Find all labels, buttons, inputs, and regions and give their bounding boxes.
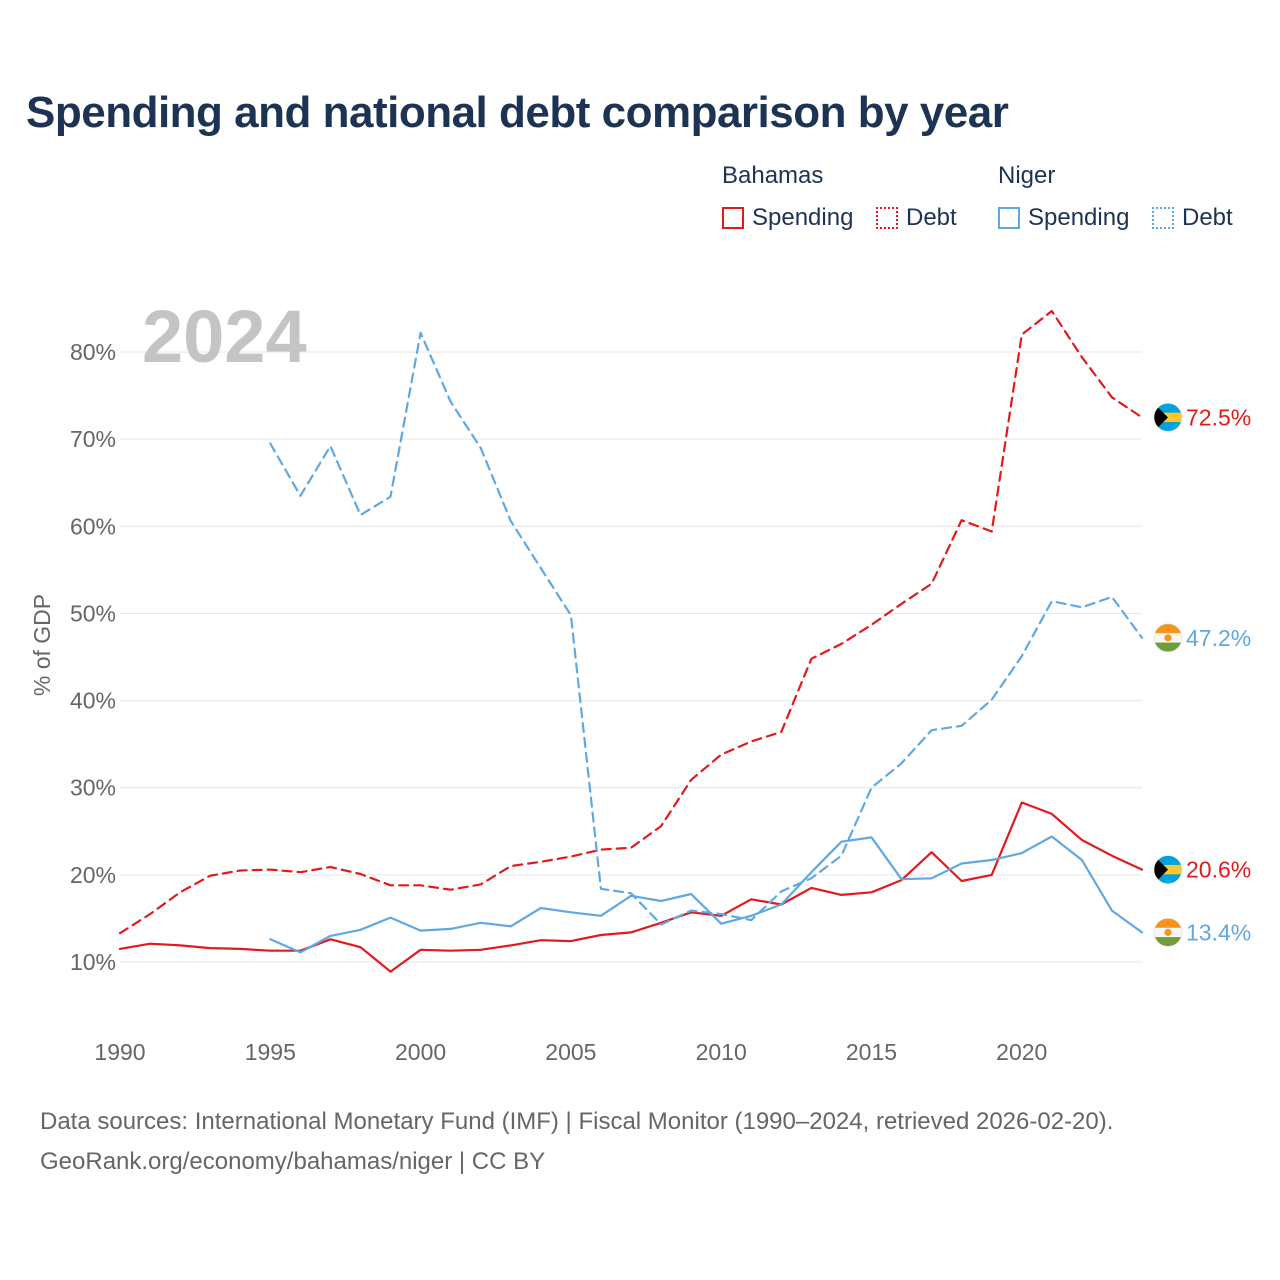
year-watermark: 2024 <box>142 295 307 378</box>
y-tick-label: 40% <box>70 688 116 714</box>
series-line-bahamas-debt <box>118 309 1144 935</box>
y-tick-label: 50% <box>70 600 116 626</box>
bahamas-flag-icon <box>1153 403 1183 432</box>
end-value-label: 47.2% <box>1186 625 1251 651</box>
y-tick-label: 70% <box>70 426 116 452</box>
series-line-niger-spending <box>269 835 1144 954</box>
niger-flag-icon <box>1153 623 1183 653</box>
legend-item-label: Debt <box>1182 204 1233 231</box>
legend-swatch-solid-icon <box>722 207 744 229</box>
legend-item-bahamas-debt[interactable]: Debt <box>876 204 957 232</box>
y-axis-label: % of GDP <box>29 594 55 696</box>
x-tick-label: 2015 <box>846 1039 897 1065</box>
flag-outline <box>1153 403 1183 432</box>
y-tick-label: 20% <box>70 862 116 888</box>
y-tick-label: 30% <box>70 775 116 801</box>
flag-body <box>1154 403 1182 432</box>
legend-swatch-solid-icon <box>998 207 1020 229</box>
x-tick-label: 2010 <box>696 1039 747 1065</box>
flag-stripe <box>1154 918 1182 928</box>
legend-item-label: Spending <box>1028 204 1130 231</box>
x-tick-label: 1995 <box>245 1039 296 1065</box>
legend-item-niger-spending[interactable]: Spending <box>998 204 1129 232</box>
end-labels: 72.5% 20.6% 47.2% 13.4% <box>1153 403 1251 947</box>
footer-sources: Data sources: International Monetary Fun… <box>40 1108 1114 1135</box>
flag-outline <box>1153 918 1183 947</box>
series <box>118 309 1144 973</box>
flag-stripe <box>1154 642 1182 652</box>
flag-body <box>1154 918 1182 947</box>
y-tick-label: 10% <box>70 949 116 975</box>
legend-swatch-dotted-icon <box>1152 207 1174 229</box>
flag-body <box>1154 623 1182 652</box>
flag-triangle <box>1154 855 1168 884</box>
flag-triangle <box>1154 403 1168 432</box>
chart-title: Spending and national debt comparison by… <box>26 88 1009 137</box>
y-tick-label: 60% <box>70 513 116 539</box>
line-chart: 2024 10% 20% 30% 40% 50% 60% 70% 80% 1990 1995 200… <box>29 295 1251 1065</box>
legend-item-niger-debt[interactable]: Debt <box>1152 204 1233 232</box>
axes: 10% 20% 30% 40% 50% 60% 70% 80% 1990 1995 2000 2005… <box>70 339 1047 1065</box>
bahamas-flag-icon <box>1153 855 1183 884</box>
flag-body <box>1154 855 1182 884</box>
end-value-label: 72.5% <box>1186 404 1251 430</box>
legend-item-label: Debt <box>906 204 957 231</box>
flag-sun <box>1164 634 1172 642</box>
x-tick-label: 2000 <box>395 1039 446 1065</box>
legend-group-title: Bahamas <box>722 162 824 189</box>
flag-sun <box>1164 928 1172 936</box>
series-line-bahamas-spending <box>118 801 1144 973</box>
x-tick-label: 2020 <box>996 1039 1047 1065</box>
legend-swatch-dotted-icon <box>876 207 898 229</box>
footer-attribution: GeoRank.org/economy/bahamas/niger | CC B… <box>40 1148 546 1175</box>
x-tick-label: 2005 <box>545 1039 596 1065</box>
grid <box>120 351 1142 963</box>
series-line-niger-debt <box>269 331 1144 926</box>
legend-group-title: Niger <box>998 162 1056 189</box>
flag-stripe <box>1154 623 1182 634</box>
x-tick-label: 1990 <box>94 1039 145 1065</box>
flag-outline <box>1153 855 1183 884</box>
legend-item-bahamas-spending[interactable]: Spending <box>722 204 853 232</box>
flag-outline <box>1153 623 1183 653</box>
end-value-label: 13.4% <box>1186 919 1251 945</box>
niger-flag-icon <box>1153 918 1183 947</box>
y-tick-label: 80% <box>70 339 116 365</box>
legend-item-label: Spending <box>752 204 854 231</box>
flag-stripe <box>1154 937 1182 947</box>
end-value-label: 20.6% <box>1186 857 1251 883</box>
